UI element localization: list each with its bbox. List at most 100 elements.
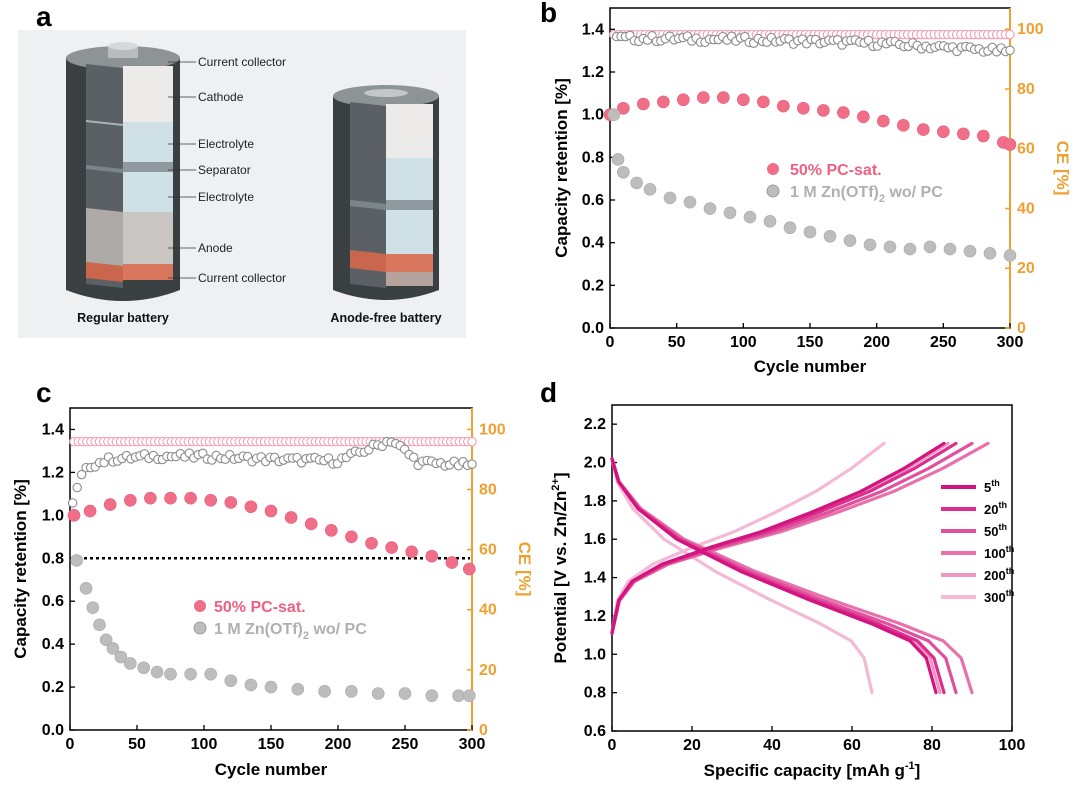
label-cathode: Cathode bbox=[198, 90, 244, 104]
regular-current-collector-layer bbox=[123, 264, 173, 280]
b-pc-capacity-point bbox=[677, 93, 690, 107]
b-pc-capacity-point bbox=[697, 91, 710, 104]
b-ce-tick-3: 60 bbox=[1017, 141, 1035, 158]
d-legend-300th: 300th bbox=[984, 588, 1014, 605]
b-y-tick-4: 0.8 bbox=[582, 149, 604, 166]
b-zn-capacity-point bbox=[983, 247, 997, 260]
c-pc-capacity-point bbox=[385, 541, 398, 554]
panel-d-x-tick-labels: 0 20 40 60 80 100 bbox=[608, 737, 1026, 754]
panel-c-data-markers bbox=[67, 436, 477, 702]
panel-d-voltage-curves bbox=[610, 441, 990, 695]
c-pc-capacity-point bbox=[324, 524, 338, 537]
b-zn-capacity-point bbox=[723, 206, 737, 220]
b-pc-capacity-point bbox=[937, 125, 950, 139]
b-zn-capacity-point bbox=[663, 191, 677, 205]
b-zn-capacity-point bbox=[803, 225, 817, 239]
d-300th-charge-curve bbox=[610, 441, 886, 635]
d-100th-discharge-curve bbox=[610, 457, 974, 695]
b-zn-capacity-point bbox=[683, 195, 697, 209]
b-y-tick-2: 0.4 bbox=[582, 235, 604, 252]
b-pc-capacity-point bbox=[977, 129, 990, 143]
d-y-tick-0: 0.6 bbox=[584, 723, 606, 740]
panel-d-label: d bbox=[540, 377, 557, 408]
d-x-tick-3: 60 bbox=[843, 737, 861, 754]
b-zn-capacity-point bbox=[843, 234, 857, 247]
c-zn-capacity-point bbox=[452, 689, 465, 702]
c-zn-capacity-point bbox=[79, 582, 93, 595]
c-pc-capacity-point bbox=[284, 511, 298, 524]
regular-battery-illustration bbox=[66, 42, 180, 301]
c-pc-capacity-point bbox=[244, 500, 258, 514]
label-electrolyte-1: Electrolyte bbox=[198, 137, 254, 151]
b-legend-marker-zn bbox=[766, 184, 780, 198]
b-pc-capacity-point bbox=[617, 101, 630, 115]
c-x-tick-3: 150 bbox=[258, 736, 285, 753]
d-20th-discharge-curve bbox=[610, 457, 946, 695]
d-y-tick-4: 1.4 bbox=[584, 570, 606, 587]
c-zn-capacity-point bbox=[244, 678, 258, 692]
panel-a-battery-diagram: a Curren bbox=[18, 1, 466, 338]
b-zn-capacity-point bbox=[643, 183, 657, 196]
c-zn-capacity-point bbox=[224, 674, 238, 687]
c-y-tick-2: 0.4 bbox=[42, 636, 64, 653]
c-zn-capacity-point bbox=[86, 601, 100, 614]
panel-d-voltage-profile-chart: d 0 20 40 60 80 100 0.6 0.8 1.0 1.2 1.4 … bbox=[540, 377, 1025, 780]
c-x-tick-6: 300 bbox=[459, 736, 486, 753]
anode-free-current-collector-layer bbox=[386, 254, 433, 272]
c-pc-capacity-point bbox=[103, 498, 117, 511]
c-pc-capacity-point bbox=[184, 491, 197, 505]
anode-free-cathode-layer bbox=[386, 104, 433, 158]
b-ce-tick-5: 100 bbox=[1017, 21, 1044, 38]
d-legend-50th: 50th bbox=[984, 522, 1007, 539]
c-ce-axis-label: CE [%] bbox=[515, 542, 534, 597]
c-zn-capacity-point bbox=[106, 642, 120, 655]
c-zn-ce-point bbox=[408, 452, 419, 463]
c-x-tick-4: 200 bbox=[325, 736, 352, 753]
b-y-tick-1: 0.2 bbox=[582, 277, 604, 294]
panel-c-legend: 50% PC-sat. 1 M Zn(OTf)2 wo/ PC bbox=[193, 599, 367, 642]
c-pc-capacity-point bbox=[124, 494, 137, 507]
c-y-tick-7: 1.4 bbox=[42, 421, 64, 438]
c-zn-capacity-point bbox=[150, 665, 164, 679]
c-zn-capacity-point bbox=[264, 680, 278, 694]
c-y-tick-3: 0.6 bbox=[42, 593, 64, 610]
d-5th-discharge-curve bbox=[610, 457, 938, 695]
c-zn-capacity-point bbox=[93, 618, 106, 632]
b-zn-capacity-point bbox=[763, 215, 777, 228]
b-x-tick-1: 50 bbox=[668, 334, 686, 351]
c-x-tick-5: 250 bbox=[392, 736, 419, 753]
b-ce-axis-label: CE [%] bbox=[1053, 141, 1072, 196]
anode-free-separator-layer bbox=[386, 200, 433, 210]
c-zn-capacity-point bbox=[184, 667, 197, 681]
panel-a-label: a bbox=[36, 1, 52, 32]
panel-d-ticks bbox=[611, 423, 1013, 732]
panel-d-y-tick-labels: 0.6 0.8 1.0 1.2 1.4 1.6 1.8 2.0 2.2 bbox=[584, 416, 606, 740]
c-zn-capacity-point bbox=[345, 685, 358, 698]
c-pc-capacity-point bbox=[405, 545, 419, 559]
b-zn-capacity-point bbox=[611, 153, 625, 166]
regular-electrolyte-layer-1 bbox=[123, 122, 173, 162]
c-pc-capacity-point bbox=[264, 504, 278, 518]
d-x-tick-4: 80 bbox=[923, 737, 941, 754]
regular-cathode-layer bbox=[123, 66, 173, 122]
c-pc-capacity-point bbox=[204, 494, 217, 507]
d-300th-discharge-curve bbox=[610, 457, 874, 695]
b-ce-tick-4: 80 bbox=[1017, 81, 1035, 98]
anode-free-battery-illustration bbox=[333, 85, 439, 300]
b-zn-capacity-point bbox=[823, 229, 837, 243]
c-ce-tick-0: 0 bbox=[479, 722, 488, 739]
c-pc-capacity-point bbox=[224, 496, 238, 509]
d-legend-200th: 200th bbox=[984, 566, 1014, 583]
c-zn-capacity-point bbox=[425, 689, 439, 702]
b-pc-capacity-point bbox=[857, 110, 870, 124]
b-ce-tick-1: 20 bbox=[1017, 260, 1035, 277]
c-pc-capacity-point bbox=[83, 504, 97, 518]
b-zn-capacity-point bbox=[703, 202, 717, 215]
b-pc-capacity-point bbox=[817, 104, 830, 117]
panel-d-plot-frame bbox=[611, 404, 1013, 732]
d-x-tick-1: 20 bbox=[683, 737, 701, 754]
c-zn-ce-point bbox=[67, 498, 78, 508]
d-x-tick-2: 40 bbox=[763, 737, 781, 754]
d-5th-charge-curve bbox=[610, 441, 946, 635]
panel-b-label: b bbox=[540, 0, 557, 28]
